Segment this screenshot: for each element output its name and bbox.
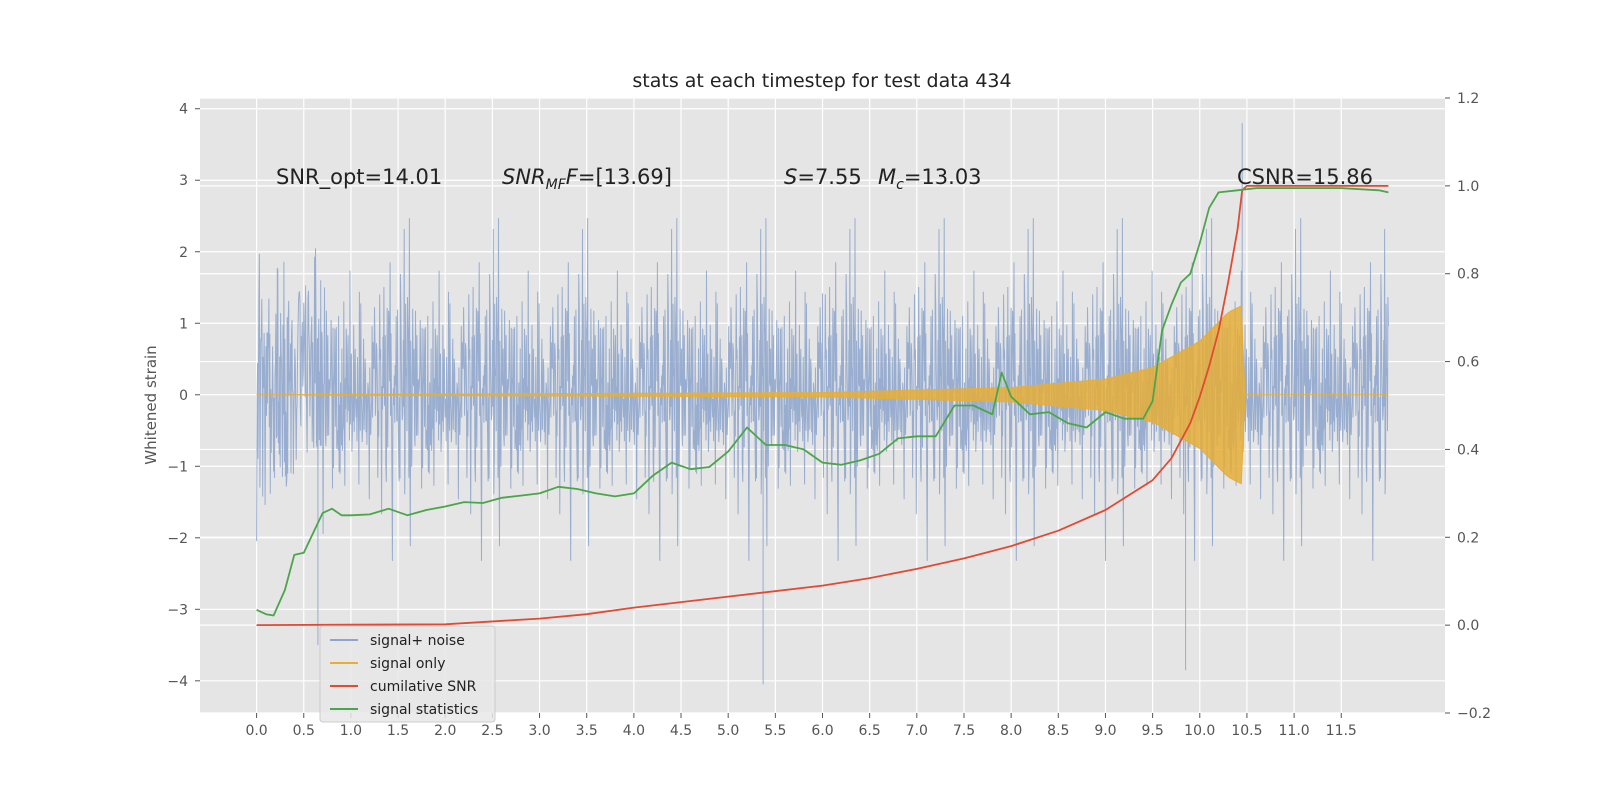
- annotation-snr-mf-f: F: [566, 165, 579, 189]
- legend: signal+ noise signal only cumilative SNR…: [319, 625, 496, 723]
- x-tick-label-14: 7.0: [906, 723, 928, 739]
- y2-tick-label-7: 1.2: [1457, 91, 1479, 107]
- annotation-snr-opt: SNR_opt=14.01: [276, 165, 442, 190]
- y2-tick-label-6: 1.0: [1457, 179, 1479, 195]
- annotation-snr-mf-sub: MF: [546, 177, 567, 193]
- x-axis: 0.0 0.5 1.0 1.5 2.0 2.5 3.0 3.5 4.0 4.5 5.0 5.5 6.0 6…: [245, 713, 1357, 739]
- x-tick-label-0: 0.0: [245, 723, 267, 739]
- annotation-snr-mf: SNRMFF=[13.69]: [502, 165, 672, 193]
- x-tick-label-2: 1.0: [340, 723, 362, 739]
- x-tick-label-13: 6.5: [859, 723, 881, 739]
- x-tick-label-19: 9.5: [1141, 723, 1163, 739]
- series-layer: [256, 123, 1389, 685]
- series-signal-only: [256, 305, 1389, 485]
- x-tick-label-22: 11.0: [1279, 723, 1310, 739]
- legend-label-signal-noise: signal+ noise: [370, 633, 465, 649]
- y2-tick-label-2: 0.2: [1457, 530, 1479, 546]
- y-tick-label-1: −3: [167, 602, 188, 618]
- right-axis: −0.2 0.0 0.2 0.4 0.6 0.8 1.0 1.2: [1445, 91, 1491, 722]
- y-tick-label-2: −2: [167, 531, 188, 547]
- y-tick-label-0: −4: [167, 674, 188, 690]
- annotation-snr-mf-main: SNR: [502, 165, 546, 189]
- annotation-csnr: CSNR=15.86: [1237, 165, 1373, 189]
- annotation-s-value: =7.55: [797, 165, 861, 189]
- y2-tick-label-1: 0.0: [1457, 618, 1479, 634]
- x-tick-label-8: 4.0: [623, 723, 645, 739]
- y-tick-label-6: 2: [179, 245, 188, 261]
- left-axis: −4 −3 −2 −1 0 1 2 3 4: [167, 102, 200, 690]
- annotation-s: S=7.55: [784, 165, 862, 189]
- y2-tick-label-0: −0.2: [1457, 706, 1491, 722]
- y-tick-label-7: 3: [179, 173, 188, 189]
- y2-tick-label-4: 0.6: [1457, 355, 1479, 371]
- annotations: SNR_opt=14.01 SNRMFF=[13.69] S=7.55 Mc=1…: [276, 165, 1373, 193]
- y2-tick-label-3: 0.4: [1457, 442, 1479, 458]
- y-tick-label-4: 0: [179, 388, 188, 404]
- x-tick-label-11: 5.5: [764, 723, 786, 739]
- annotation-mc-main: M: [878, 165, 896, 189]
- x-tick-label-3: 1.5: [387, 723, 409, 739]
- grid-lines: [200, 97, 1445, 714]
- x-tick-label-5: 2.5: [481, 723, 503, 739]
- annotation-mc-sub: c: [896, 177, 904, 193]
- y2-tick-label-5: 0.8: [1457, 267, 1479, 283]
- series-signal-statistics: [256, 187, 1389, 617]
- annotation-snr-mf-value: =[13.69]: [578, 165, 672, 189]
- chart-title: stats at each timestep for test data 434: [632, 70, 1011, 92]
- annotation-mc-value: =13.03: [904, 165, 982, 189]
- annotation-s-symbol: S: [784, 165, 797, 189]
- y-tick-label-3: −1: [167, 459, 188, 475]
- x-tick-label-9: 4.5: [670, 723, 692, 739]
- x-tick-label-20: 10.0: [1184, 723, 1215, 739]
- legend-box: [319, 625, 496, 723]
- x-tick-label-7: 3.5: [576, 723, 598, 739]
- x-tick-label-17: 8.5: [1047, 723, 1069, 739]
- legend-label-signal-statistics: signal statistics: [370, 702, 478, 718]
- legend-label-signal-only: signal only: [370, 656, 445, 672]
- x-tick-label-18: 9.0: [1094, 723, 1116, 739]
- y-tick-label-5: 1: [179, 316, 188, 332]
- x-tick-label-15: 7.5: [953, 723, 975, 739]
- x-tick-label-4: 2.0: [434, 723, 456, 739]
- x-tick-label-23: 11.5: [1326, 723, 1357, 739]
- legend-label-cumulative-snr: cumilative SNR: [370, 679, 477, 695]
- annotation-mc: Mc=13.03: [878, 165, 982, 193]
- x-tick-label-10: 5.0: [717, 723, 739, 739]
- x-tick-label-12: 6.0: [811, 723, 833, 739]
- x-tick-label-1: 0.5: [293, 723, 315, 739]
- y-axis-label: Whitened strain: [142, 345, 160, 464]
- y-tick-label-8: 4: [179, 102, 188, 118]
- series-signal-noise: [256, 123, 1389, 685]
- series-cumulative-snr: [256, 185, 1389, 626]
- x-tick-label-16: 8.0: [1000, 723, 1022, 739]
- x-tick-label-21: 10.5: [1231, 723, 1262, 739]
- x-tick-label-6: 3.0: [528, 723, 550, 739]
